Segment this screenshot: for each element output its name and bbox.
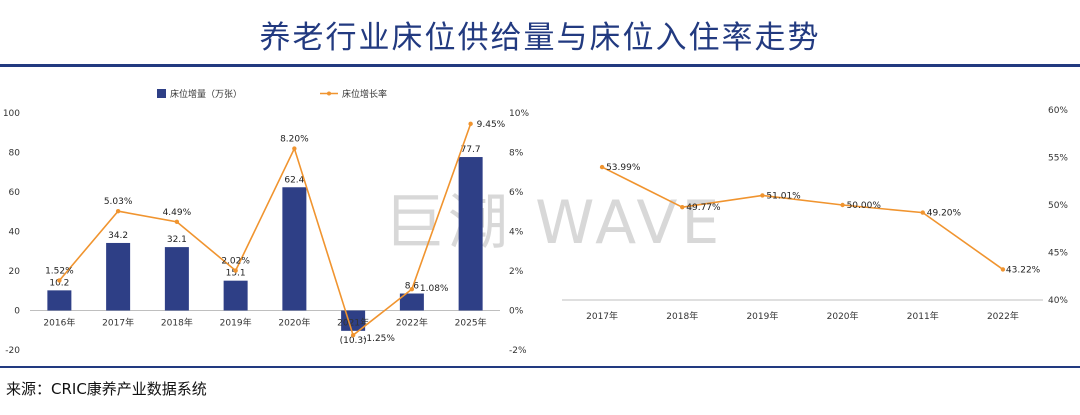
right-chart-y-tick-label: 45%: [1048, 249, 1068, 259]
bar: [106, 242, 131, 311]
occupancy-rate-label: 49.20%: [927, 209, 962, 219]
x-tick-label: 2018年: [161, 317, 193, 329]
occupancy-rate-point: [760, 193, 765, 198]
bar-value-label: 34.2: [108, 231, 128, 241]
left-y-tick-label: 60: [9, 188, 21, 198]
legend-line-marker: [327, 91, 331, 96]
x-tick-label: 2016年: [43, 317, 75, 329]
right-chart-x-tick-label: 2022年: [987, 310, 1019, 322]
growth-rate-label: 1.52%: [45, 266, 74, 276]
right-y-tick-label: 10%: [509, 109, 529, 119]
left-y-tick-label: 20: [9, 267, 21, 277]
growth-rate-label: 2.02%: [221, 257, 250, 267]
growth-rate-point: [468, 121, 473, 127]
right-chart-x-tick-label: 2018年: [666, 310, 698, 322]
growth-rate-label: 4.49%: [163, 208, 192, 218]
right-chart-y-tick-label: 60%: [1048, 106, 1068, 116]
bar: [399, 293, 424, 311]
legend-bar-swatch: [157, 89, 166, 98]
occupancy-rate-point: [599, 164, 605, 170]
occupancy-rate-label: 51.01%: [766, 191, 801, 201]
growth-rate-point: [174, 219, 180, 225]
right-chart-x-tick-label: 2020年: [827, 310, 859, 322]
bar: [282, 187, 307, 311]
right-chart-y-tick-label: 40%: [1048, 296, 1068, 306]
growth-rate-point: [57, 278, 62, 283]
left-y-tick-label: -20: [5, 346, 20, 356]
right-chart-y-tick-label: 55%: [1048, 154, 1068, 164]
occupancy-rate-label: 50.00%: [847, 201, 882, 211]
bar: [223, 280, 248, 311]
growth-rate-point: [409, 286, 415, 292]
title-divider: [0, 64, 1080, 67]
growth-rate-point: [292, 146, 297, 151]
right-y-tick-label: 6%: [509, 188, 524, 198]
source-note: 来源：CRIC康养产业数据系统: [6, 380, 207, 398]
occupancy-rate-line: [601, 166, 1004, 271]
watermark: 巨潮 WAVE: [384, 188, 724, 258]
growth-rate-label: 8.20%: [280, 135, 309, 145]
bar-value-label: (10.3): [340, 336, 367, 346]
x-tick-label: 2021年: [337, 317, 369, 329]
right-y-tick-label: 0%: [509, 307, 524, 317]
occupancy-rate-point: [920, 210, 925, 215]
x-tick-label: 2025年: [455, 317, 487, 329]
legend-line-label: 床位增长率: [342, 88, 387, 100]
growth-rate-label: 1.08%: [420, 284, 449, 294]
growth-rate-label: 9.45%: [477, 120, 506, 130]
growth-rate-point: [233, 268, 238, 273]
bar-value-label: 32.1: [167, 235, 187, 245]
bar-value-label: 15.1: [226, 269, 246, 279]
bar: [164, 247, 189, 311]
growth-rate-point: [350, 332, 356, 338]
x-tick-label: 2020年: [278, 317, 310, 329]
right-chart-y-tick-label: 50%: [1048, 201, 1068, 211]
growth-rate-point: [115, 208, 121, 214]
left-y-tick-label: 80: [9, 149, 21, 159]
bar: [47, 290, 72, 311]
bar: [458, 157, 483, 311]
occupancy-rate-label: 49.77%: [686, 203, 721, 213]
bar-value-label: 77.7: [461, 145, 481, 155]
right-y-tick-label: 8%: [509, 149, 524, 159]
growth-rate-label: 5.03%: [104, 197, 133, 207]
x-tick-label: 2019年: [220, 317, 252, 329]
x-tick-label: 2022年: [396, 317, 428, 329]
occupancy-rate-label: 43.22%: [1006, 265, 1041, 275]
occupancy-rate-point: [840, 202, 845, 208]
occupancy-rate-point: [1000, 267, 1006, 272]
growth-rate-line: [58, 123, 472, 337]
right-y-tick-label: 2%: [509, 267, 524, 277]
right-chart-x-tick-label: 2019年: [746, 310, 778, 322]
occupancy-rate-point: [680, 204, 685, 210]
right-chart-x-tick-label: 2011年: [907, 310, 939, 322]
bar-value-label: 62.4: [284, 175, 304, 185]
right-y-tick-label: -2%: [509, 346, 527, 356]
left-y-tick-label: 100: [3, 109, 20, 119]
legend-bar-label: 床位增量（万张）: [170, 88, 242, 100]
left-y-tick-label: 0: [14, 307, 20, 317]
right-chart-x-tick-label: 2017年: [586, 310, 618, 322]
page-title: 养老行业床位供给量与床位入住率走势: [259, 20, 821, 56]
right-y-tick-label: 4%: [509, 228, 524, 238]
growth-rate-label: -1.25%: [363, 334, 395, 344]
left-y-tick-label: 40: [9, 228, 21, 238]
bar-value-label: 10.2: [49, 278, 69, 288]
x-tick-label: 2017年: [102, 317, 134, 329]
footer-divider: [0, 366, 1080, 368]
occupancy-rate-label: 53.99%: [606, 163, 641, 173]
